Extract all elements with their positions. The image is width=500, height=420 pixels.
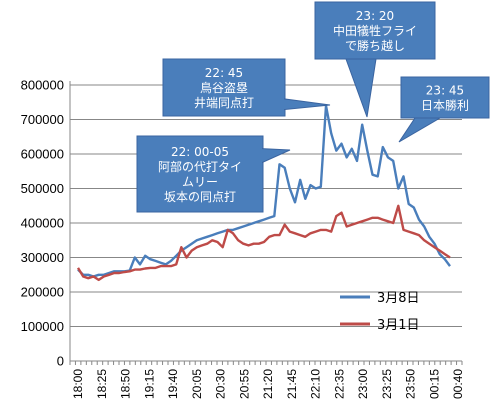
- x-tick-label: 00:40: [451, 369, 465, 399]
- x-tick-label: 18:25: [95, 369, 109, 399]
- y-tick-label: 700000: [21, 112, 64, 127]
- legend-label-series-2: 3月1日: [377, 318, 420, 333]
- x-tick-label: 19:40: [166, 369, 180, 399]
- x-tick-label: 20:05: [190, 369, 204, 399]
- x-tick-label: 22:10: [309, 369, 323, 399]
- callout-line: 中田犠牲フライ: [333, 23, 417, 38]
- y-tick-label: 100000: [21, 319, 64, 334]
- y-tick-label: 300000: [21, 250, 64, 265]
- x-tick-label: 20:55: [237, 369, 251, 399]
- x-tick-label: 23:25: [380, 369, 394, 399]
- y-tick-label: 600000: [21, 147, 64, 162]
- y-tick-label: 800000: [21, 78, 64, 93]
- callout-line: 22: 45: [205, 66, 243, 80]
- callout-fill: [138, 137, 262, 211]
- callout-fill: [402, 78, 488, 117]
- callout-line: 坂本の同点打: [164, 190, 236, 204]
- callout-fill: [316, 3, 434, 58]
- series-lines: [76, 104, 451, 282]
- callout-line: で勝ち越し: [345, 38, 405, 53]
- series-line-2: [76, 204, 451, 282]
- callout-line: 22: 00-05: [171, 145, 229, 159]
- x-tick-label: 00:15: [427, 369, 441, 399]
- y-tick-label: 200000: [21, 285, 64, 300]
- callout-line: ムリー: [182, 175, 218, 189]
- x-tick-label: 23:00: [356, 369, 370, 399]
- callout-line: 23: 20: [356, 9, 394, 23]
- x-tick-label: 21:45: [285, 369, 299, 399]
- legend-label-series-1: 3月8日: [377, 291, 420, 306]
- x-tick-label: 18:50: [119, 369, 133, 399]
- legend: 3月8日 3月1日: [340, 291, 420, 333]
- callout-line: 23: 45: [426, 84, 464, 98]
- x-axis-ticks: 18:00 18:25 18:50 19:15 19:40 20:05 20:30 20:55…: [71, 369, 465, 399]
- x-tick-label: 22:35: [332, 369, 346, 399]
- y-tick-label: 0: [57, 354, 64, 369]
- y-tick-label: 400000: [21, 216, 64, 231]
- x-tick-label: 20:30: [214, 369, 228, 399]
- y-axis-ticks: 0 100000 200000 300000 400000 500000 600000 700…: [21, 78, 64, 369]
- x-tick-label: 19:15: [142, 369, 156, 399]
- callout-pointer: [345, 58, 377, 118]
- axes: [69, 81, 463, 365]
- callout-line: 日本勝利: [421, 98, 469, 113]
- series-line-1: [77, 104, 451, 278]
- x-tick-label: 23:50: [404, 369, 418, 399]
- callout-pointer: [398, 117, 442, 143]
- callout-line: 井端同点打: [194, 96, 254, 110]
- callout-line: 阿部の代打タイ: [158, 159, 242, 174]
- callout-fill: [164, 60, 284, 115]
- callout-line: 鳥谷盗塁: [200, 80, 248, 95]
- y-tick-label: 500000: [21, 181, 64, 196]
- x-tick-label: 21:20: [261, 369, 275, 399]
- x-tick-label: 18:00: [71, 369, 85, 399]
